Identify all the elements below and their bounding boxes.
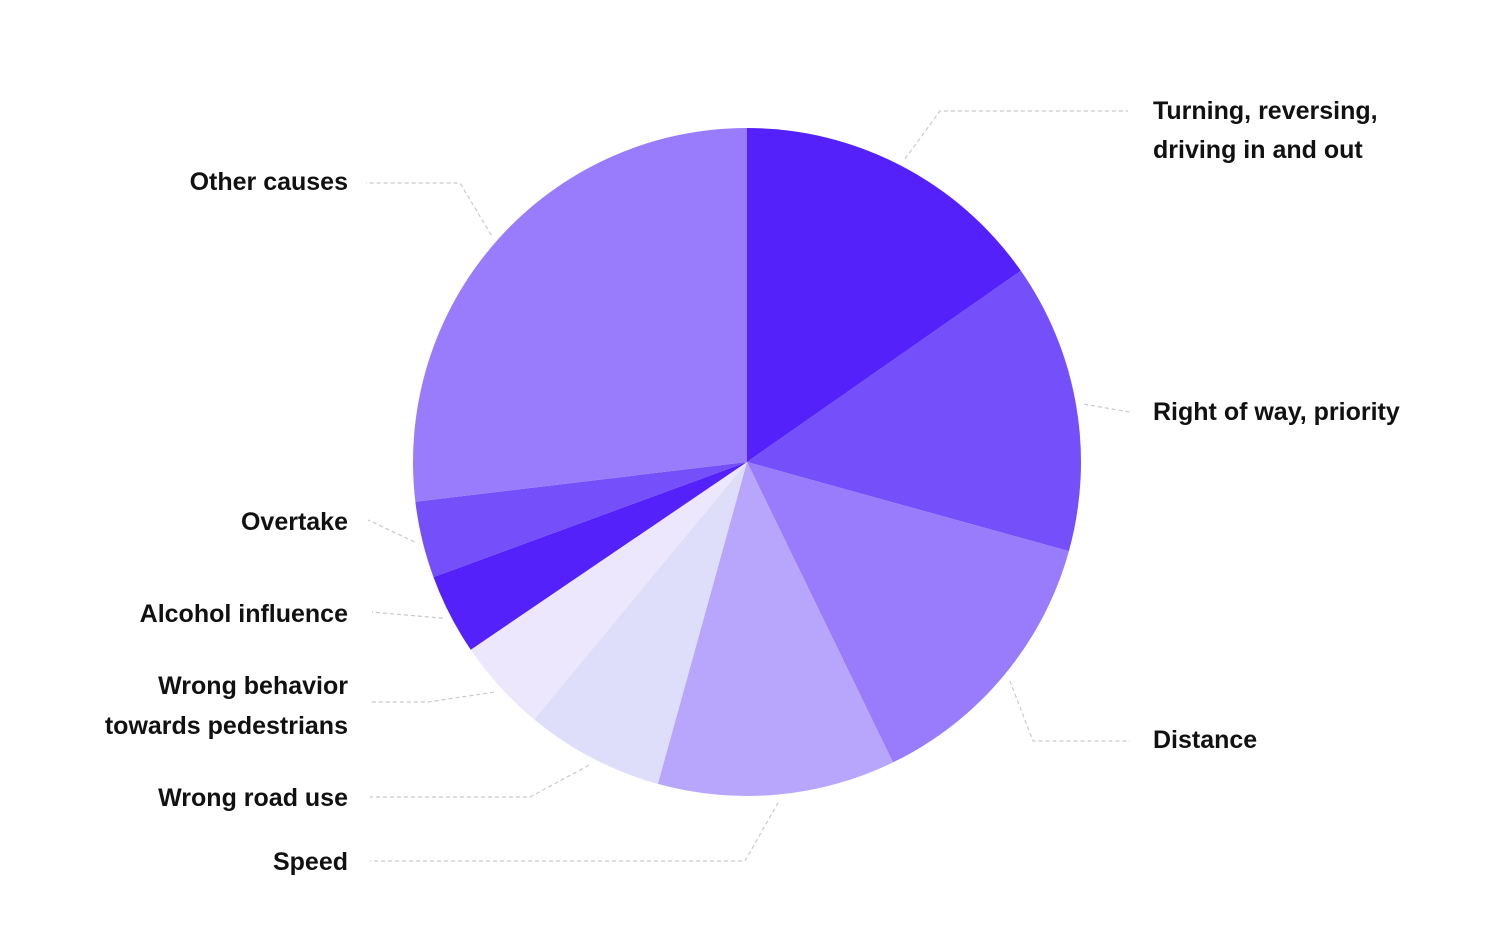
pie-slice <box>415 462 747 578</box>
slice-labels: Turning, reversing, driving in and out Rig… <box>105 97 1400 876</box>
leader-line <box>1009 680 1130 742</box>
slice-label: Overtake <box>241 508 348 536</box>
pie-slice <box>433 462 747 650</box>
leader-line <box>366 182 492 236</box>
slice-label-line: Wrong behavior <box>158 672 348 700</box>
slice-label-line: Alcohol influence <box>140 600 348 628</box>
slice-label: Wrong road use <box>158 784 348 812</box>
slice-label-line: Distance <box>1153 726 1257 754</box>
pie-slice <box>657 462 893 797</box>
pie-slice <box>747 128 1021 462</box>
slice-label: Turning, reversing, driving in and out <box>1153 97 1378 164</box>
leader-line <box>367 519 415 543</box>
pie-slice <box>470 462 747 720</box>
leader-line <box>370 764 590 798</box>
slice-label-line: towards pedestrians <box>105 712 348 740</box>
leader-line <box>370 802 779 862</box>
slice-label: Other causes <box>190 168 348 196</box>
leader-line <box>904 110 1128 160</box>
slice-label-line: Right of way, priority <box>1153 398 1400 426</box>
slice-label-line: Wrong road use <box>158 784 348 812</box>
slice-label: Right of way, priority <box>1153 398 1400 426</box>
slice-label: Alcohol influence <box>140 600 348 628</box>
slice-label-line: driving in and out <box>1153 136 1363 164</box>
slice-label: Wrong behavior towards pedestrians <box>105 672 348 740</box>
leader-line <box>370 691 495 703</box>
pie-slices <box>412 128 1082 797</box>
pie-slice <box>747 462 1069 763</box>
slice-label-line: Speed <box>273 848 348 876</box>
leader-lines <box>366 110 1131 862</box>
slice-label: Speed <box>273 848 348 876</box>
pie-slice <box>412 128 747 502</box>
pie-slice <box>534 462 747 784</box>
slice-label-line: Other causes <box>190 168 348 196</box>
leader-line <box>1083 403 1131 413</box>
slice-label: Distance <box>1153 726 1257 754</box>
slice-label-line: Turning, reversing, <box>1153 97 1378 125</box>
pie-slice <box>747 270 1082 552</box>
leader-line <box>371 611 443 619</box>
slice-label-line: Overtake <box>241 508 348 536</box>
